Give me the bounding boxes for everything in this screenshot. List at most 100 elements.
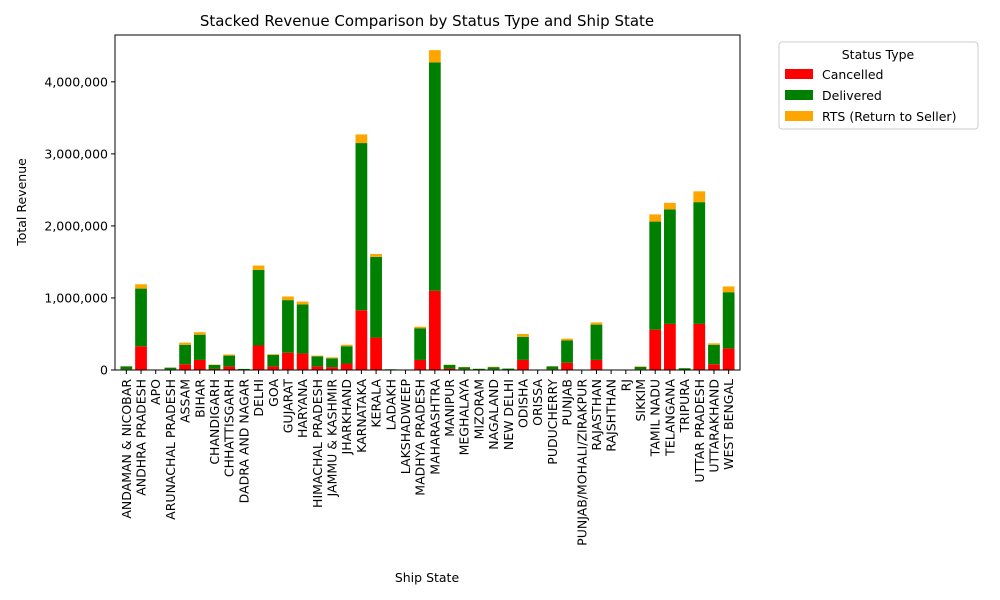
bar-rts-return-to-seller-west-bengal [722,286,735,293]
bar-delivered-sikkim [634,366,647,370]
legend-label-cancelled: Cancelled [822,67,883,82]
x-tick-label-madhya-pradesh: MADHYA PRADESH [413,379,428,496]
bar-cancelled-himachal-pradesh [311,366,324,370]
bar-delivered-uttarakhand [708,344,720,365]
bar-delivered-meghalaya [458,367,471,370]
x-tick-label-gujarat: GUJARAT [280,379,295,434]
bar-cancelled-gujarat [282,352,294,370]
bar-cancelled-uttar-pradesh [693,323,706,370]
bar-rts-return-to-seller-goa [267,354,280,355]
x-tick-label-meghalaya: MEGHALAYA [457,379,472,456]
bar-rts-return-to-seller-uttarakhand [708,343,720,345]
y-tick-label: 3,000,000 [44,146,108,161]
bar-delivered-gujarat [282,300,294,353]
x-tick-label-rajshthan: RAJSHTHAN [604,379,619,452]
y-axis: 0 1,000,000 2,000,000 3,000,000 4,000,000 [44,74,115,378]
y-axis-label: Total Revenue [14,158,29,247]
bar-delivered-west-bengal [722,292,735,349]
x-tick-label-arunachal-pradesh: ARUNACHAL PRADESH [163,379,178,520]
bar-rts-return-to-seller-kerala [370,254,382,257]
x-tick-label-rj: RJ [618,379,633,391]
bar-delivered-delhi [252,269,265,346]
bar-cancelled-kerala [370,337,382,370]
bar-delivered-madhya-pradesh [414,328,427,360]
bar-delivered-uttar-pradesh [693,202,706,324]
x-tick-label-tamil-nadu: TAMIL NADU [648,379,663,457]
x-tick-label-orissa: ORISSA [530,379,545,426]
x-tick-label-manipur: MANIPUR [442,379,457,437]
bar-cancelled-jammu-kashmir [326,367,338,370]
x-tick-label-punjab: PUNJAB [560,379,575,426]
x-tick-label-new-delhi: NEW DELHI [501,379,516,450]
bar-cancelled-maharashtra [428,290,441,370]
bar-cancelled-uttarakhand [708,364,720,370]
legend-frame [778,41,979,130]
bar-delivered-tamil-nadu [649,221,662,330]
y-tick-label: 0 [100,363,108,378]
bar-cancelled-odisha [517,359,529,370]
x-tick-label-west-bengal: WEST BENGAL [721,379,736,470]
bar-cancelled-haryana [296,353,309,370]
bar-rts-return-to-seller-jammu-kashmir [326,357,338,359]
bar-delivered-punjab [561,340,573,363]
bar-cancelled-chhattisgarh [223,366,236,370]
bar-delivered-jammu-kashmir [326,358,338,368]
bar-delivered-rajasthan [590,324,603,360]
x-tick-label-andhra-pradesh: ANDHRA PRADESH [134,379,149,496]
x-tick-label-jammu-kashmir: JAMMU & KASHMIR [325,379,340,498]
plot-frame [114,34,741,371]
bar-cancelled-chandigarh [208,368,221,370]
bar-cancelled-madhya-pradesh [414,359,427,370]
legend-label-delivered: Delivered [822,88,882,103]
bar-delivered-chhattisgarh [223,355,236,367]
bar-rts-return-to-seller-madhya-pradesh [414,326,427,329]
legend-title: Status Type [842,47,915,62]
x-tick-label-lakshadweep: LAKSHADWEEP [398,379,413,475]
bar-rts-return-to-seller-gujarat [282,296,294,301]
bar-delivered-chandigarh [208,364,221,369]
y-tick-label: 2,000,000 [44,218,108,233]
bar-rts-return-to-seller-karnataka [355,134,368,144]
x-axis: ANDAMAN & NICOBAR ANDHRA PRADESH APO ARUNAC… [119,370,736,546]
x-tick-label-maharashtra: MAHARASHTRA [427,379,442,475]
bar-delivered-arunachal-pradesh [164,367,177,370]
x-tick-label-mizoram: MIZORAM [471,379,486,439]
bar-delivered-nagaland [487,367,500,370]
x-tick-label-rajasthan: RAJASTHAN [589,379,604,451]
x-tick-label-kerala: KERALA [369,379,384,428]
bar-delivered-mizoram [473,368,485,370]
legend-items: Cancelled Delivered RTS (Return to Seller) [785,67,956,124]
x-tick-label-chhattisgarh: CHHATTISGARH [222,379,237,477]
bar-cancelled-west-bengal [722,348,735,370]
bar-rts-return-to-seller-delhi [252,265,265,270]
bar-delivered-bihar [193,334,206,360]
chart-title: Stacked Revenue Comparison by Status Typ… [200,12,654,30]
x-tick-label-sikkim: SIKKIM [633,379,648,422]
bar-delivered-maharashtra [428,62,441,291]
bar-delivered-haryana [296,304,309,354]
legend-swatch-cancelled [785,69,813,79]
x-tick-label-jharkhand: JHARKHAND [339,379,354,455]
bar-delivered-himachal-pradesh [311,356,324,367]
bar-cancelled-delhi [252,345,265,370]
x-tick-label-puducherry: PUDUCHERRY [545,379,560,465]
bar-delivered-karnataka [355,143,368,311]
bar-rts-return-to-seller-maharashtra [428,50,441,63]
legend-swatch-rts-return-to-seller [785,111,813,121]
legend: Status Type Cancelled Delivered RTS (Retur… [778,41,979,130]
bar-rts-return-to-seller-rajasthan [590,322,603,325]
bar-delivered-goa [267,354,280,367]
bar-delivered-dadra-and-nagar [237,368,250,370]
bar-rts-return-to-seller-tamil-nadu [649,214,662,222]
bar-rts-return-to-seller-jharkhand [340,344,353,347]
x-tick-label-nagaland: NAGALAND [486,379,501,450]
y-tick-label: 1,000,000 [44,290,108,305]
bar-delivered-telangana [664,209,676,324]
bar-rts-return-to-seller-odisha [517,333,529,337]
bar-cancelled-manipur [443,368,456,370]
bar-delivered-tripura [678,368,691,370]
bar-cancelled-andhra-pradesh [135,346,147,370]
bar-cancelled-assam [179,364,191,370]
bar-cancelled-jharkhand [340,363,353,370]
